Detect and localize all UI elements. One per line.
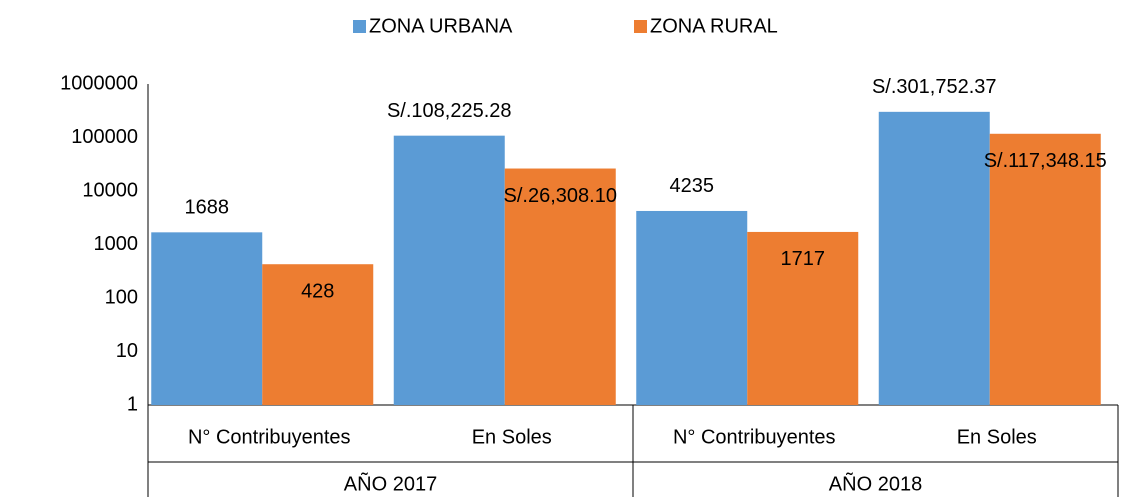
x-tick-label: En Soles: [472, 426, 552, 448]
group-label: AÑO 2017: [344, 471, 437, 495]
data-label: 1717: [781, 248, 826, 270]
y-tick-label: 1: [127, 393, 138, 415]
data-label: 1688: [185, 197, 230, 219]
bar: [504, 168, 616, 405]
legend-label: ZONA URBANA: [369, 15, 513, 37]
y-tick-label: 1000: [94, 233, 139, 255]
data-label: S/.301,752.37: [872, 76, 997, 98]
data-label: 428: [301, 280, 334, 302]
bar: [393, 135, 505, 406]
bar: [151, 232, 263, 405]
legend-label: ZONA RURAL: [650, 15, 778, 37]
data-label: 4235: [670, 175, 715, 197]
data-label: S/.117,348.15: [984, 150, 1107, 172]
group-label: AÑO 2018: [829, 471, 922, 495]
y-tick-label: 10000: [82, 179, 138, 201]
y-tick-label: 100000: [71, 126, 138, 148]
data-label: S/.26,308.10: [504, 185, 617, 207]
y-tick-label: 10: [116, 340, 138, 362]
bar: [747, 231, 859, 405]
x-tick-label: N° Contribuyentes: [188, 426, 351, 448]
x-tick-label: N° Contribuyentes: [673, 426, 836, 448]
bar: [878, 111, 990, 406]
x-tick-label: En Soles: [957, 426, 1037, 448]
bar: [636, 210, 748, 405]
data-label: S/.108,225.28: [387, 100, 512, 122]
bar: [989, 133, 1101, 405]
y-tick-label: 1000000: [60, 72, 138, 94]
bar: [262, 264, 374, 405]
y-tick-label: 100: [105, 286, 138, 308]
legend-swatch: [634, 20, 647, 33]
legend-swatch: [353, 20, 366, 33]
